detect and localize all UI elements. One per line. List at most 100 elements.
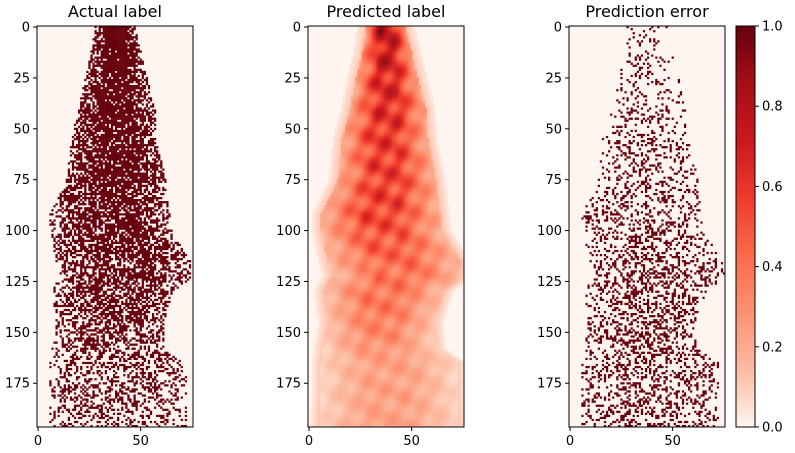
heatmap-cell xyxy=(121,363,124,367)
heatmap-cell xyxy=(67,333,71,336)
heatmap-cell xyxy=(154,266,157,269)
heatmap-cell xyxy=(129,70,132,74)
heatmap-cell xyxy=(182,251,185,255)
heatmap-cell xyxy=(106,101,110,104)
heatmap-cell xyxy=(119,274,122,277)
heatmap-cell xyxy=(125,54,128,57)
heatmap-cell xyxy=(84,115,87,118)
heatmap-cell xyxy=(96,245,99,249)
heatmap-cell xyxy=(129,315,132,318)
heatmap-cell xyxy=(162,245,165,249)
heatmap-cell xyxy=(137,321,140,324)
heatmap-cell xyxy=(119,52,122,55)
heatmap-cell xyxy=(129,313,132,316)
heatmap-cell xyxy=(170,253,173,257)
heatmap-cell xyxy=(67,243,71,247)
heatmap-cell xyxy=(100,72,103,76)
heatmap-cell xyxy=(71,345,75,348)
heatmap-cell xyxy=(123,205,126,208)
heatmap-cell xyxy=(90,158,93,161)
heatmap-cell xyxy=(115,89,118,92)
heatmap-cell xyxy=(145,339,149,342)
heatmap-cell xyxy=(123,351,126,354)
heatmap-cell xyxy=(121,66,124,69)
heatmap-cell xyxy=(90,164,93,167)
heatmap-cell xyxy=(162,256,165,259)
heatmap-cell xyxy=(131,343,134,346)
heatmap-cell xyxy=(149,251,153,255)
heatmap-cell xyxy=(154,294,157,297)
heatmap-cell xyxy=(115,280,118,283)
heatmap-cell xyxy=(154,148,157,151)
heatmap-cell xyxy=(108,337,112,340)
heatmap-cell xyxy=(127,239,130,242)
heatmap-cell xyxy=(121,101,124,104)
heatmap-cell xyxy=(65,225,68,228)
heatmap-cell xyxy=(92,239,95,242)
heatmap-cell xyxy=(141,111,144,114)
heatmap-cell xyxy=(131,28,134,31)
heatmap-cell xyxy=(108,34,112,37)
heatmap-cell xyxy=(94,87,97,90)
heatmap-cell xyxy=(110,192,114,196)
heatmap-cell xyxy=(108,176,112,179)
heatmap-cell xyxy=(59,272,62,275)
heatmap-cell xyxy=(104,139,107,143)
heatmap-cell xyxy=(94,142,97,145)
heatmap-cell xyxy=(123,113,126,116)
heatmap-cell xyxy=(100,182,103,185)
heatmap-cell xyxy=(92,168,95,171)
heatmap-cell xyxy=(131,76,134,80)
heatmap-cell xyxy=(110,166,114,169)
heatmap-cell xyxy=(125,300,128,304)
heatmap-cell xyxy=(100,313,103,316)
heatmap-cell xyxy=(82,317,85,320)
heatmap-cell xyxy=(164,217,167,220)
heatmap-cell xyxy=(168,266,171,269)
heatmap-cell xyxy=(98,139,101,143)
heatmap-cell xyxy=(121,70,124,74)
heatmap-cell xyxy=(125,211,128,214)
heatmap-cell xyxy=(158,156,161,159)
heatmap-cell xyxy=(53,249,56,253)
heatmap-cell xyxy=(96,99,99,102)
heatmap-cell xyxy=(84,135,87,139)
heatmap-cell xyxy=(127,48,130,51)
heatmap-cell xyxy=(88,186,91,190)
heatmap-cell xyxy=(92,113,95,116)
heatmap-cell xyxy=(119,158,122,161)
heatmap-cell xyxy=(82,327,85,330)
heatmap-cell xyxy=(131,201,134,204)
heatmap-cell xyxy=(125,89,128,92)
heatmap-cell xyxy=(164,223,167,226)
heatmap-cell xyxy=(127,353,130,356)
heatmap-cell xyxy=(135,223,138,226)
heatmap-cell xyxy=(71,247,75,251)
heatmap-cell xyxy=(147,190,151,194)
heatmap-cell xyxy=(117,321,120,324)
heatmap-cell xyxy=(127,158,130,161)
heatmap-cell xyxy=(71,359,75,363)
heatmap-cell xyxy=(166,215,169,218)
heatmap-cell xyxy=(141,274,144,277)
heatmap-cell xyxy=(82,264,85,267)
heatmap-cell xyxy=(137,154,140,157)
heatmap-cell xyxy=(125,121,128,124)
heatmap-cell xyxy=(127,302,130,306)
heatmap-cell xyxy=(92,306,95,310)
heatmap-cell xyxy=(108,105,112,108)
heatmap-cell xyxy=(63,264,66,267)
heatmap-cell xyxy=(158,353,161,356)
heatmap-cell xyxy=(73,205,77,208)
heatmap-cell xyxy=(80,229,83,232)
heatmap-cell xyxy=(121,32,124,35)
heatmap-cell xyxy=(127,201,130,204)
heatmap-cell xyxy=(104,105,107,108)
heatmap-cell xyxy=(104,115,107,118)
heatmap-cell xyxy=(119,235,122,238)
heatmap-cell xyxy=(104,48,107,51)
heatmap-cell xyxy=(135,38,138,41)
heatmap-cell xyxy=(104,215,107,218)
heatmap-cell xyxy=(121,36,124,39)
heatmap-cell xyxy=(133,205,136,208)
